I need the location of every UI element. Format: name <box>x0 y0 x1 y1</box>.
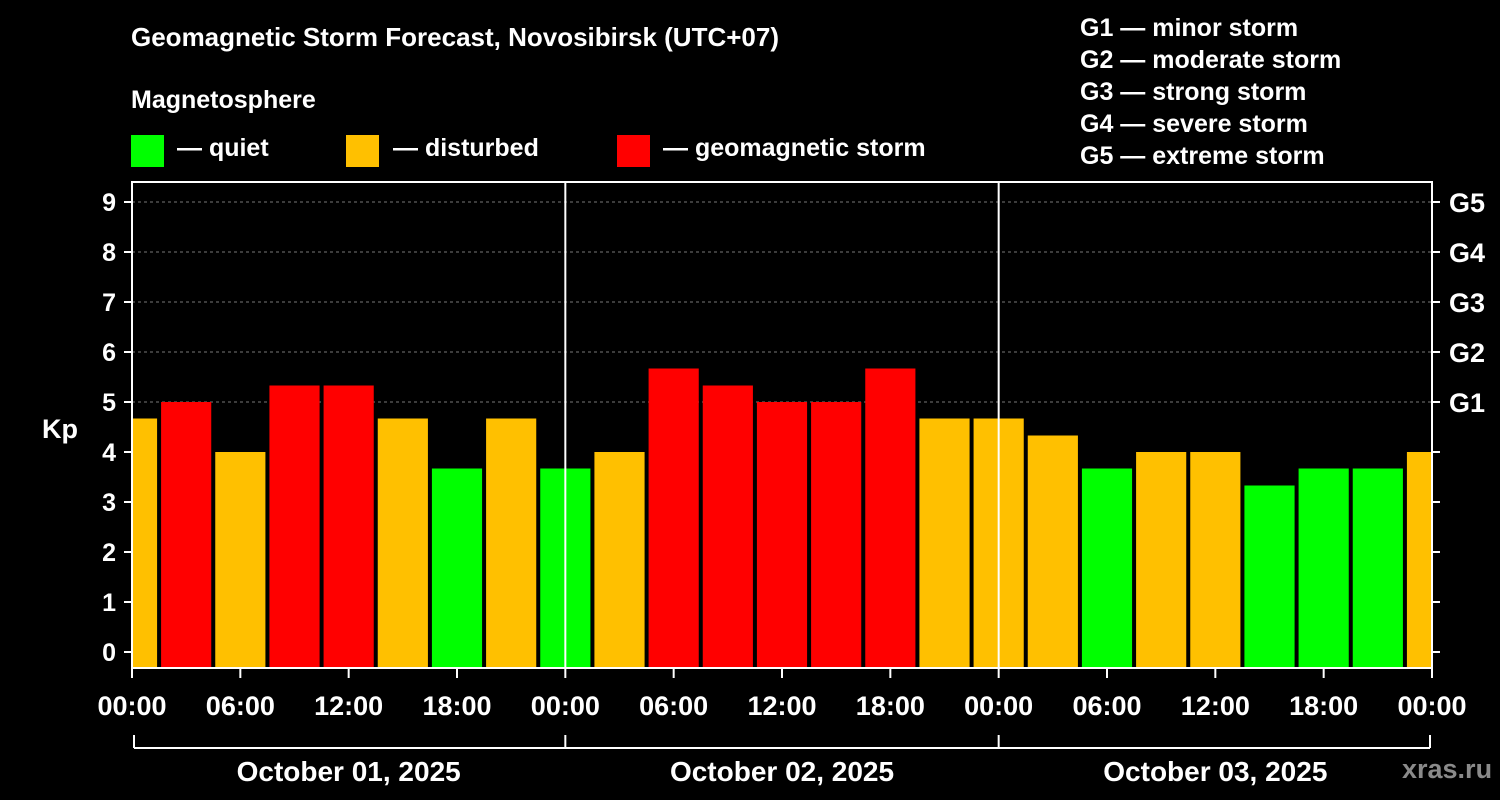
day-label: October 01, 2025 <box>237 756 461 787</box>
y-axis-label: Kp <box>42 414 78 444</box>
g-level-label: G1 <box>1449 388 1485 418</box>
kp-bar <box>648 368 699 668</box>
legend-label-disturbed: — disturbed <box>393 134 539 162</box>
y-tick-label: 0 <box>102 639 116 667</box>
x-tick-label: 18:00 <box>1289 691 1358 721</box>
legend-swatch-storm <box>617 135 650 167</box>
x-tick-label: 12:00 <box>747 691 816 721</box>
kp-bar <box>1406 452 1432 668</box>
kp-bar <box>323 385 374 668</box>
kp-bar <box>486 418 537 668</box>
legend-label-storm: — geomagnetic storm <box>663 134 926 162</box>
kp-bar <box>594 452 645 668</box>
kp-bar <box>1298 468 1349 668</box>
y-tick-label: 2 <box>102 539 116 567</box>
legend-label-quiet: — quiet <box>177 134 269 162</box>
x-tick-label: 06:00 <box>206 691 275 721</box>
kp-bar <box>431 468 483 668</box>
g-level-label: G5 <box>1449 188 1485 218</box>
x-tick-label: 06:00 <box>1072 691 1141 721</box>
g-scale-item: G2 — moderate storm <box>1080 46 1342 74</box>
x-tick-label: 00:00 <box>964 691 1033 721</box>
g-level-label: G4 <box>1449 238 1485 268</box>
kp-bar <box>269 385 320 668</box>
kp-bar <box>377 418 428 668</box>
kp-bar <box>702 385 753 668</box>
legend-swatch-quiet <box>131 135 164 167</box>
y-tick-label: 6 <box>102 339 116 367</box>
kp-bar <box>1027 435 1078 668</box>
kp-bar <box>1352 468 1403 668</box>
x-tick-label: 12:00 <box>1181 691 1250 721</box>
kp-bar <box>865 368 916 668</box>
y-tick-label: 7 <box>102 289 116 317</box>
day-label: October 02, 2025 <box>670 756 894 787</box>
g-scale-item: G4 — severe storm <box>1080 110 1308 138</box>
kp-bar <box>215 452 266 668</box>
x-tick-label: 18:00 <box>422 691 491 721</box>
kp-bar <box>1081 468 1133 668</box>
day-label: October 03, 2025 <box>1103 756 1327 787</box>
x-tick-label: 00:00 <box>531 691 600 721</box>
x-tick-label: 06:00 <box>639 691 708 721</box>
x-tick-label: 00:00 <box>97 691 166 721</box>
x-tick-label: 00:00 <box>1397 691 1466 721</box>
kp-bar <box>1190 452 1241 668</box>
y-tick-label: 3 <box>102 489 116 517</box>
y-tick-label: 9 <box>102 189 116 217</box>
g-scale-item: G3 — strong storm <box>1080 78 1307 106</box>
g-level-label: G2 <box>1449 338 1485 368</box>
x-tick-label: 18:00 <box>856 691 925 721</box>
kp-bar <box>1136 452 1187 668</box>
kp-bar <box>132 418 158 668</box>
kp-bar <box>1244 485 1295 668</box>
chart-title: Geomagnetic Storm Forecast, Novosibirsk … <box>131 22 780 52</box>
chart-subtitle: Magnetosphere <box>131 86 316 114</box>
watermark: xras.ru <box>1402 754 1493 784</box>
g-scale-item: G5 — extreme storm <box>1080 142 1325 170</box>
y-tick-label: 8 <box>102 239 116 267</box>
kp-bar <box>919 418 970 668</box>
kp-bar <box>161 402 212 668</box>
y-tick-label: 5 <box>102 389 116 417</box>
g-scale-item: G1 — minor storm <box>1080 14 1299 42</box>
g-level-label: G3 <box>1449 288 1485 318</box>
kp-bar <box>811 402 862 668</box>
legend-swatch-disturbed <box>346 135 379 167</box>
y-tick-label: 1 <box>102 589 116 617</box>
x-tick-label: 12:00 <box>314 691 383 721</box>
kp-bar <box>756 402 808 668</box>
y-tick-label: 4 <box>102 439 116 467</box>
